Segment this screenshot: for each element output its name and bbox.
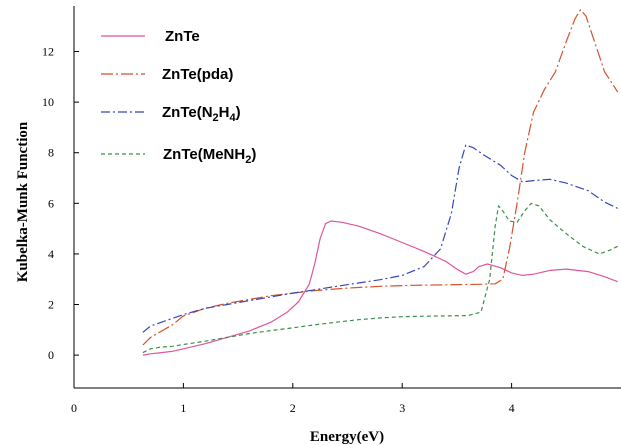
legend-subscript: 4	[230, 112, 237, 124]
legend-subscript: 2	[245, 154, 251, 166]
legend-subscript: 2	[213, 112, 219, 124]
series-layer	[142, 9, 619, 356]
x-tick-label: 2	[290, 401, 296, 415]
y-axis-title: Kubelka-Munk Function	[15, 121, 31, 282]
x-tick-label: 1	[180, 401, 186, 415]
y-tick-label: 4	[48, 247, 54, 261]
series-line-3	[142, 144, 618, 333]
y-tick-label: 2	[48, 298, 54, 312]
x-tick-label: 4	[509, 401, 515, 415]
legend-text-part: ZnTe(N	[162, 104, 213, 121]
x-tick-label: 3	[399, 401, 405, 415]
x-tick-label: 0	[71, 401, 77, 415]
series-line-2	[142, 9, 619, 346]
series-line-4	[142, 202, 618, 354]
y-tick-label: 0	[48, 348, 54, 362]
legend-text-part: ZnTe	[165, 28, 200, 45]
y-tick-label: 8	[48, 146, 54, 160]
x-axis-title: Energy(eV)	[310, 429, 384, 445]
series-line-1	[142, 220, 618, 356]
axes	[73, 6, 621, 389]
legend-text-part: H	[219, 104, 230, 121]
legend-label-3: ZnTe(N2H4)	[162, 104, 241, 124]
legend-label-2: ZnTe(pda)	[162, 66, 233, 83]
legend-text-part: ZnTe(MeNH	[163, 146, 245, 163]
legend-text-part: ZnTe(pda)	[162, 66, 233, 83]
legend-text-part: )	[251, 146, 256, 163]
y-tick-label: 12	[42, 45, 54, 59]
legend-label-1: ZnTe	[165, 28, 200, 45]
legend-label-4: ZnTe(MeNH2)	[163, 146, 256, 166]
y-tick-label: 10	[42, 95, 54, 109]
legend-text-part: )	[236, 104, 241, 121]
y-tick-label: 6	[48, 196, 54, 210]
